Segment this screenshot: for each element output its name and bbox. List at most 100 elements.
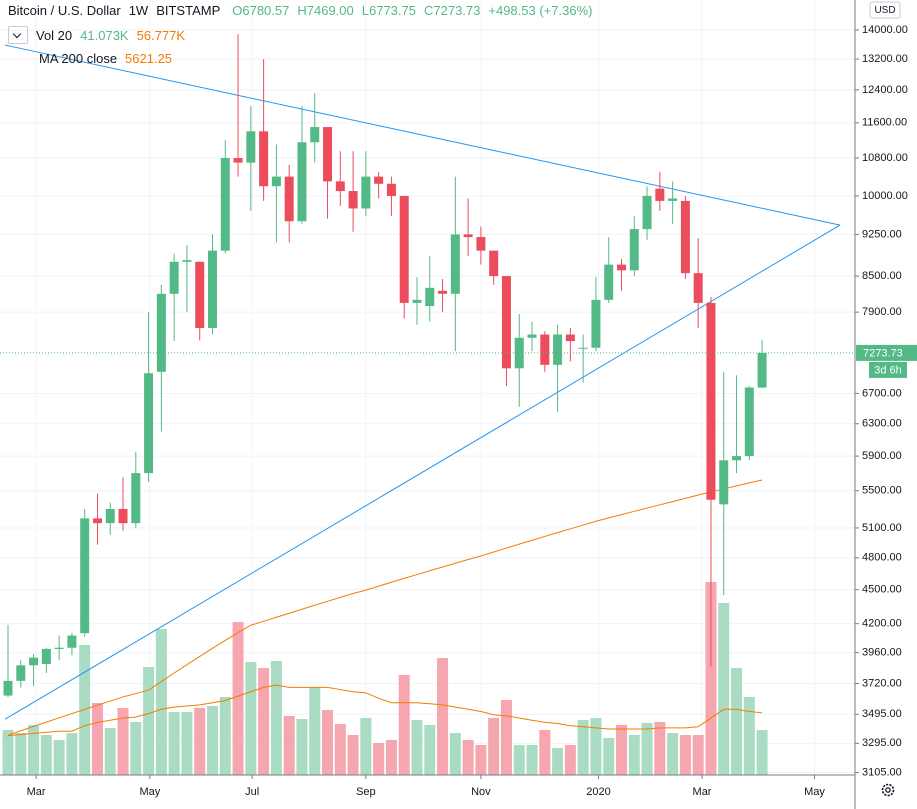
candle-body (719, 460, 729, 505)
volume-bar (398, 674, 410, 775)
ohlc-change: +498.53 (+7.36%) (488, 3, 593, 18)
candle-body (220, 158, 230, 251)
candle-body (348, 191, 358, 209)
volume-bar (143, 666, 155, 775)
interval: 1W (128, 3, 149, 18)
volume-bar (462, 739, 474, 775)
exchange: BITSTAMP (156, 3, 221, 18)
y-tick-label: 6300.00 (862, 418, 902, 430)
volume-value: 41.073K (80, 27, 129, 43)
candle-body (3, 680, 13, 696)
candle-body (118, 508, 128, 524)
ohlc-close: C7273.73 (423, 3, 481, 18)
volume-legend: Vol 20 41.073K 56.777K (8, 26, 193, 44)
volume-bar (206, 705, 218, 775)
x-tick-label: 2020 (586, 786, 610, 798)
y-tick-label: 10800.00 (862, 152, 908, 164)
volume-bar (309, 687, 321, 775)
volume-bar (679, 735, 691, 775)
candle-body (92, 518, 102, 524)
candle-body (757, 352, 767, 388)
volume-name: Vol 20 (36, 27, 73, 43)
candle-body (489, 250, 499, 277)
volume-bar (104, 728, 116, 775)
currency-label: USD (874, 5, 895, 16)
volume-ma-line (7, 684, 763, 737)
candle-body (565, 334, 575, 342)
volume-bar (283, 715, 295, 775)
candle-body (629, 229, 639, 271)
x-tick-label: Mar (693, 786, 712, 798)
symbol-title: Bitcoin / U.S. Dollar (8, 3, 121, 18)
volume-bar (411, 720, 423, 775)
volume-bar (577, 720, 589, 775)
trendline (4, 224, 841, 720)
volume-bar (654, 721, 666, 775)
volume-bar (168, 712, 180, 775)
candle-body (297, 142, 307, 222)
candle-body (706, 302, 716, 500)
last-price-box (856, 344, 917, 361)
candle-body (642, 195, 652, 230)
x-tick-label: Jul (245, 786, 259, 798)
candle-body (67, 635, 77, 648)
x-tick-label: May (139, 786, 160, 798)
volume-bar (245, 661, 257, 775)
volume-bar (475, 744, 487, 775)
candle-body (412, 299, 422, 303)
candle-body (41, 648, 51, 665)
y-tick-label: 3295.00 (862, 737, 902, 749)
candle-body (259, 131, 269, 187)
ohlc-open: O6780.57 (232, 3, 290, 18)
volume-bar (181, 712, 193, 775)
volume-bar (692, 735, 704, 775)
candle-body (80, 518, 90, 634)
ma-line (7, 479, 763, 736)
volume-bar (219, 697, 231, 775)
symbol-legend: Bitcoin / U.S. Dollar 1W BITSTAMP O6780.… (8, 3, 600, 18)
volume-bar (756, 730, 768, 775)
volume-bar (500, 699, 512, 775)
candle-body (693, 273, 703, 303)
y-tick-label: 10000.00 (862, 190, 908, 202)
y-tick-label: 4800.00 (862, 552, 902, 564)
volume-bar (513, 744, 525, 775)
candle-body (323, 127, 333, 182)
candle-body (744, 387, 754, 457)
y-tick-label: 3495.00 (862, 708, 902, 720)
volume-bar (155, 628, 167, 775)
y-tick-label: 4500.00 (862, 584, 902, 596)
candle-body (591, 299, 601, 348)
x-tick-label: Sep (356, 786, 376, 798)
x-tick-label: Nov (471, 786, 491, 798)
volume-bar (79, 644, 91, 775)
volume-bar (590, 718, 602, 775)
candle-body (105, 508, 115, 524)
candle-body (361, 176, 371, 209)
volume-bar (603, 737, 615, 775)
volume-bar (385, 739, 397, 775)
candle-body (399, 195, 409, 303)
y-tick-label: 8500.00 (862, 270, 902, 282)
ohlc-high: H7469.00 (297, 3, 354, 18)
candle-body (732, 456, 742, 461)
collapse-button[interactable] (8, 26, 28, 44)
gear-hole (885, 787, 891, 793)
volume-bar (360, 718, 372, 775)
candle-body (438, 290, 448, 294)
candle-body (476, 237, 486, 251)
volume-bar (552, 747, 564, 775)
volume-bar (322, 710, 334, 775)
candle-body (425, 287, 435, 306)
candle-body (156, 293, 166, 372)
settings-button[interactable] (881, 783, 895, 797)
candle-body (578, 347, 588, 349)
candle-body (54, 647, 64, 649)
volume-bar (539, 729, 551, 775)
volume-bar (130, 721, 142, 775)
y-tick-label: 9250.00 (862, 228, 902, 240)
x-tick-label: Mar (27, 786, 46, 798)
countdown-label: 3d 6h (874, 364, 902, 376)
y-tick-label: 7900.00 (862, 306, 902, 318)
